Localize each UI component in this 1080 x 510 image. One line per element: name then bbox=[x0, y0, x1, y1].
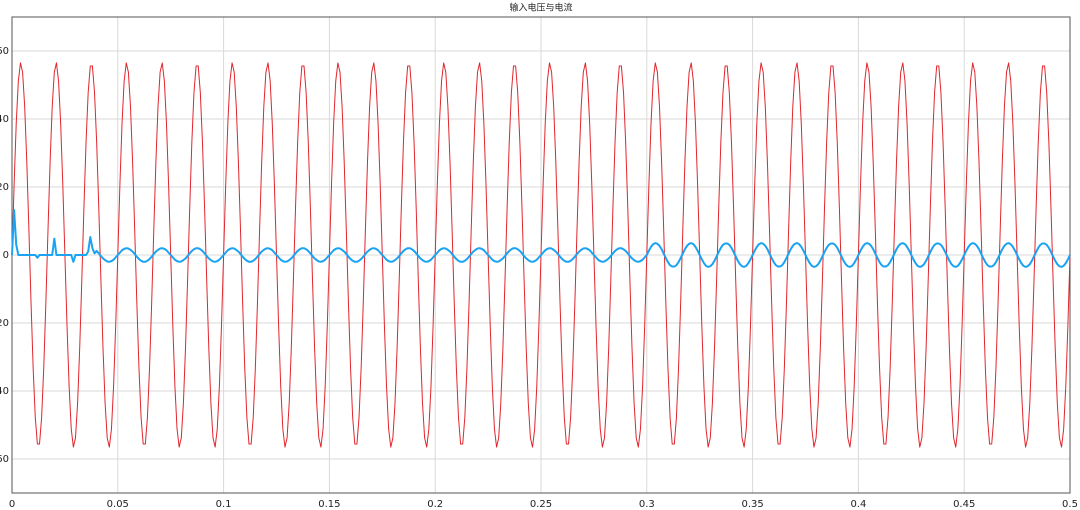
y-tick-label: 60 bbox=[0, 46, 9, 57]
x-tick-label: 0.2 bbox=[427, 499, 443, 510]
x-tick-label: 0.1 bbox=[216, 499, 232, 510]
y-tick-label: 20 bbox=[0, 182, 9, 193]
y-tick-label: -40 bbox=[0, 386, 9, 397]
x-tick-label: 0.4 bbox=[850, 499, 866, 510]
x-tick-label: 0.3 bbox=[639, 499, 655, 510]
x-tick-label: 0.35 bbox=[741, 499, 763, 510]
chart-title: 输入电压与电流 bbox=[509, 2, 572, 14]
x-tick-label: 0 bbox=[9, 499, 15, 510]
x-tick-label: 0.5 bbox=[1062, 499, 1078, 510]
y-tick-label: -60 bbox=[0, 454, 9, 465]
x-tick-label: 0.45 bbox=[953, 499, 975, 510]
x-tick-label: 0.05 bbox=[107, 499, 129, 510]
x-tick-label: 0.15 bbox=[318, 499, 340, 510]
y-tick-label: 40 bbox=[0, 114, 9, 125]
y-tick-label: -20 bbox=[0, 318, 9, 329]
y-tick-label: 0 bbox=[3, 250, 9, 261]
x-tick-label: 0.25 bbox=[530, 499, 552, 510]
series-line bbox=[11, 209, 1071, 268]
